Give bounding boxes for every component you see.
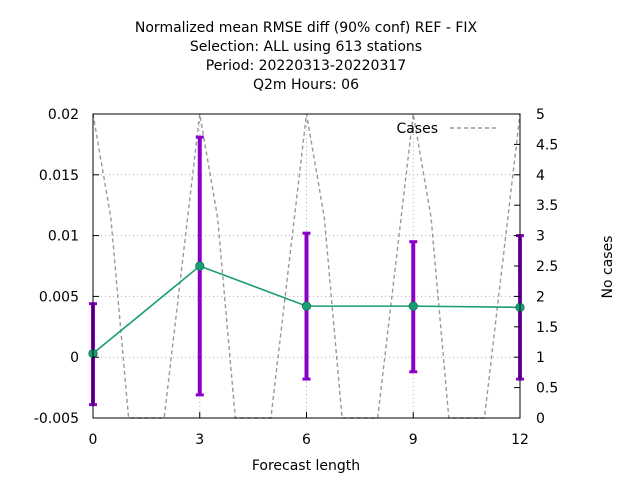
y2-tick-label: 2 bbox=[536, 289, 545, 305]
legend: Cases bbox=[396, 121, 496, 137]
x-tick-label: 9 bbox=[409, 432, 418, 448]
y2-tick-label: 3.5 bbox=[536, 198, 558, 214]
y-tick-label: 0 bbox=[70, 350, 79, 366]
y2-tick-label: 4.5 bbox=[536, 137, 558, 153]
y-tick-label: 0.01 bbox=[48, 229, 79, 245]
mean-point bbox=[301, 301, 312, 311]
y-tick-label: -0.005 bbox=[34, 411, 79, 427]
x-tick-label: 3 bbox=[195, 432, 204, 448]
y-tick-label: 0.02 bbox=[48, 107, 79, 123]
y2-axis-label: No cases bbox=[600, 236, 616, 299]
x-tick-label: 12 bbox=[511, 432, 529, 448]
error-bars bbox=[89, 135, 524, 407]
chart-title-line-2: Selection: ALL using 613 stations bbox=[190, 39, 422, 55]
y2-tick-label: 1 bbox=[536, 350, 545, 366]
mean-point bbox=[195, 261, 205, 271]
y2-tick-label: 3 bbox=[536, 229, 545, 245]
y2-tick-label: 0.5 bbox=[536, 381, 558, 397]
y-tick-label: 0.015 bbox=[39, 168, 79, 184]
axis-tick-labels: -0.005 0 0.005 0.01 0.015 0.02 0 3 6 9 12 0 0.5 1 1.5 2… bbox=[34, 107, 558, 448]
legend-label-cases: Cases bbox=[396, 121, 438, 137]
y2-tick-label: 5 bbox=[536, 107, 545, 123]
chart-title-line-1: Normalized mean RMSE diff (90% conf) REF… bbox=[135, 20, 478, 36]
chart-title-line-4: Q2m Hours: 06 bbox=[253, 77, 359, 93]
y-tick-label: 0.005 bbox=[39, 289, 79, 305]
y2-tick-label: 2.5 bbox=[536, 259, 558, 275]
y2-tick-label: 1.5 bbox=[536, 320, 558, 336]
chart-title-line-3: Period: 20220313-20220317 bbox=[206, 58, 406, 74]
x-tick-label: 6 bbox=[302, 432, 311, 448]
mean-point bbox=[408, 301, 418, 311]
x-tick-label: 0 bbox=[89, 432, 98, 448]
y2-tick-label: 0 bbox=[536, 411, 545, 427]
y2-tick-label: 4 bbox=[536, 168, 545, 184]
x-axis-label: Forecast length bbox=[252, 458, 360, 474]
